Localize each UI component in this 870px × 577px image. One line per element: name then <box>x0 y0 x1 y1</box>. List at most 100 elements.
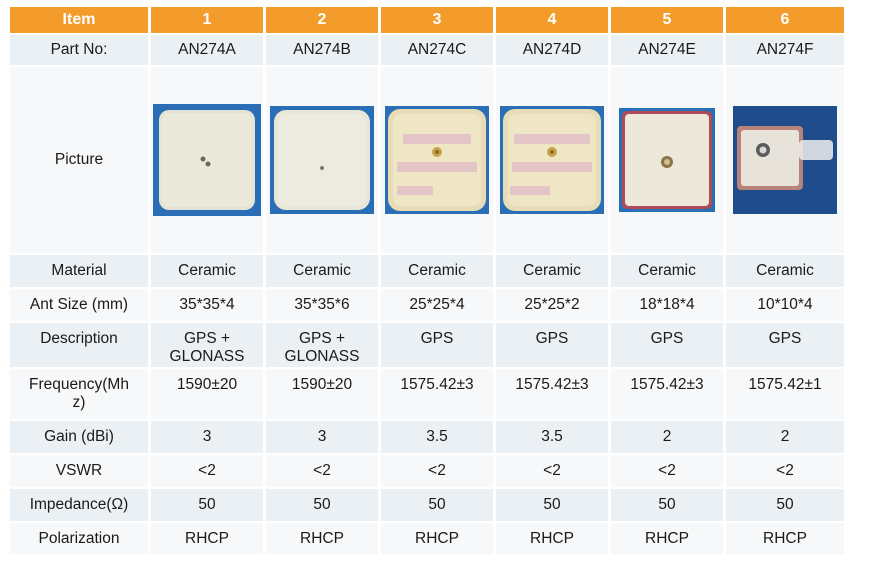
header-item-2: 2 <box>266 7 378 33</box>
material-cell: Ceramic <box>381 255 493 287</box>
row-label: Gain (dBi) <box>10 421 148 453</box>
frequency-cell: 1575.42±3 <box>381 369 493 419</box>
row-label: Picture <box>10 67 148 253</box>
row-label: Polarization <box>10 523 148 554</box>
ant-size-cell: 10*10*4 <box>726 289 844 321</box>
frequency-cell: 1575.42±3 <box>611 369 723 419</box>
polarization-row: Polarization RHCP RHCP RHCP RHCP RHCP RH… <box>10 523 844 554</box>
picture-row: Picture <box>10 67 844 253</box>
gain-cell: 3 <box>151 421 263 453</box>
vswr-cell: <2 <box>151 455 263 487</box>
frequency-cell: 1575.42±1 <box>726 369 844 419</box>
polarization-cell: RHCP <box>151 523 263 554</box>
description-line: GPS <box>650 330 684 347</box>
vswr-cell: <2 <box>726 455 844 487</box>
description-cell: GPS + GLONASS <box>151 323 263 367</box>
impedance-cell: 50 <box>266 489 378 521</box>
vswr-cell: <2 <box>496 455 608 487</box>
description-cell: GPS <box>381 323 493 367</box>
vswr-cell: <2 <box>611 455 723 487</box>
polarization-cell: RHCP <box>266 523 378 554</box>
part-no-cell: AN274D <box>496 35 608 65</box>
row-label: Description <box>10 323 148 367</box>
header-item-1: 1 <box>151 7 263 33</box>
row-label: Part No: <box>10 35 148 65</box>
picture-cell <box>496 67 608 253</box>
polarization-cell: RHCP <box>381 523 493 554</box>
gain-row: Gain (dBi) 3 3 3.5 3.5 2 2 <box>10 421 844 453</box>
description-line: GLONASS <box>284 348 360 365</box>
material-cell: Ceramic <box>496 255 608 287</box>
gain-cell: 3 <box>266 421 378 453</box>
header-item-3: 3 <box>381 7 493 33</box>
antenna-photo <box>733 106 837 214</box>
impedance-row: Impedance(Ω) 50 50 50 50 50 50 <box>10 489 844 521</box>
material-row: Material Ceramic Ceramic Ceramic Ceramic… <box>10 255 844 287</box>
row-label: Impedance(Ω) <box>10 489 148 521</box>
description-line: GPS <box>535 330 569 347</box>
ant-size-row: Ant Size (mm) 35*35*4 35*35*6 25*25*4 25… <box>10 289 844 321</box>
row-label: VSWR <box>10 455 148 487</box>
material-cell: Ceramic <box>726 255 844 287</box>
frequency-row: Frequency(Mh z) 1590±20 1590±20 1575.42±3… <box>10 369 844 419</box>
part-no-row: Part No: AN274A AN274B AN274C AN274D AN2… <box>10 35 844 65</box>
header-item-label: Item <box>10 7 148 33</box>
antenna-photo <box>619 108 715 212</box>
description-cell: GPS <box>726 323 844 367</box>
part-no-cell: AN274E <box>611 35 723 65</box>
ant-size-cell: 25*25*4 <box>381 289 493 321</box>
antenna-photo <box>500 106 604 214</box>
ant-size-cell: 18*18*4 <box>611 289 723 321</box>
material-cell: Ceramic <box>266 255 378 287</box>
polarization-cell: RHCP <box>726 523 844 554</box>
description-line: GPS <box>420 330 454 347</box>
part-no-cell: AN274A <box>151 35 263 65</box>
ant-size-cell: 35*35*6 <box>266 289 378 321</box>
frequency-label-line: Frequency(Mh <box>29 376 129 393</box>
vswr-cell: <2 <box>381 455 493 487</box>
ant-size-cell: 25*25*2 <box>496 289 608 321</box>
impedance-cell: 50 <box>381 489 493 521</box>
header-row: Item 1 2 3 4 5 6 <box>10 7 844 33</box>
ant-size-cell: 35*35*4 <box>151 289 263 321</box>
part-no-cell: AN274C <box>381 35 493 65</box>
part-no-cell: AN274F <box>726 35 844 65</box>
description-line: GPS + <box>183 330 231 347</box>
impedance-cell: 50 <box>726 489 844 521</box>
row-label: Ant Size (mm) <box>10 289 148 321</box>
header-item-4: 4 <box>496 7 608 33</box>
antenna-photo <box>270 106 374 214</box>
header-item-5: 5 <box>611 7 723 33</box>
gain-cell: 3.5 <box>381 421 493 453</box>
row-label: Material <box>10 255 148 287</box>
description-cell: GPS <box>611 323 723 367</box>
antenna-spec-table: Item 1 2 3 4 5 6 Part No: AN274A AN274B … <box>7 5 847 556</box>
header-item-6: 6 <box>726 7 844 33</box>
frequency-label-line: z) <box>72 394 86 411</box>
impedance-cell: 50 <box>151 489 263 521</box>
gain-cell: 2 <box>611 421 723 453</box>
description-cell: GPS <box>496 323 608 367</box>
row-label: Frequency(Mh z) <box>10 369 148 419</box>
vswr-cell: <2 <box>266 455 378 487</box>
antenna-photo <box>153 104 261 216</box>
picture-cell <box>381 67 493 253</box>
description-row: Description GPS + GLONASS GPS + GLONASS GP… <box>10 323 844 367</box>
impedance-cell: 50 <box>611 489 723 521</box>
description-line: GLONASS <box>169 348 245 365</box>
gain-cell: 2 <box>726 421 844 453</box>
gain-cell: 3.5 <box>496 421 608 453</box>
polarization-cell: RHCP <box>496 523 608 554</box>
frequency-cell: 1575.42±3 <box>496 369 608 419</box>
picture-cell <box>611 67 723 253</box>
material-cell: Ceramic <box>611 255 723 287</box>
part-no-cell: AN274B <box>266 35 378 65</box>
frequency-cell: 1590±20 <box>151 369 263 419</box>
vswr-row: VSWR <2 <2 <2 <2 <2 <2 <box>10 455 844 487</box>
material-cell: Ceramic <box>151 255 263 287</box>
frequency-cell: 1590±20 <box>266 369 378 419</box>
antenna-photo <box>385 106 489 214</box>
picture-cell <box>266 67 378 253</box>
impedance-cell: 50 <box>496 489 608 521</box>
description-line: GPS <box>768 330 802 347</box>
